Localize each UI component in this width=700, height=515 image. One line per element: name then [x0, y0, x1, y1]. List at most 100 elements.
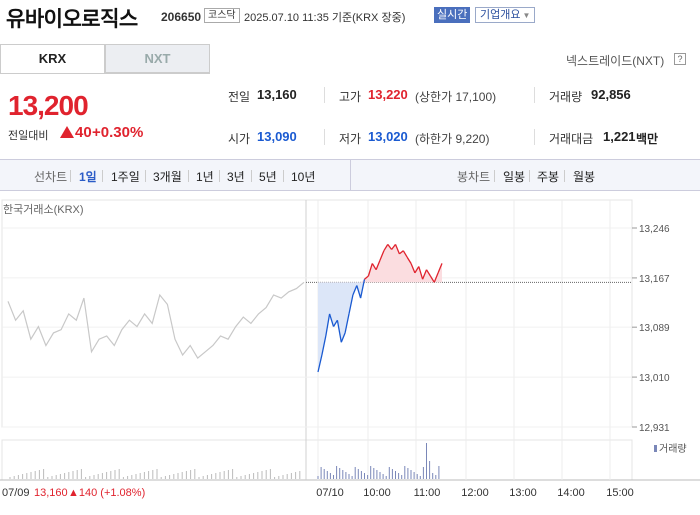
today-series-segment	[367, 263, 373, 277]
candle-monthly[interactable]: 월봉	[573, 170, 596, 184]
x-tick-label: 15:00	[606, 487, 634, 499]
stat-divider	[324, 129, 325, 145]
plot-frame	[1, 199, 633, 428]
x-tick-label: 13:00	[509, 487, 537, 499]
today-series-segment	[375, 259, 381, 270]
candle-weekly[interactable]: 주봉	[537, 170, 560, 184]
today-series-segment	[371, 263, 377, 271]
period-1w[interactable]: 1주일	[111, 170, 140, 184]
volume-label: 거래량	[659, 443, 687, 455]
tab-nxt[interactable]: NXT	[105, 44, 210, 73]
today-series-segment	[421, 269, 428, 280]
today-series-segment	[348, 294, 354, 315]
today-series-segment	[328, 313, 335, 327]
datetime: 2025.07.10 11:35 기준(KRX 장중)	[244, 12, 406, 24]
y-tick-label: 13,010	[639, 373, 670, 384]
today-series-segment	[394, 244, 401, 255]
today-series-segment	[383, 244, 389, 252]
today-series-segment	[406, 256, 412, 264]
today-series-segment	[391, 244, 397, 250]
upper-limit: (상한가 17,100)	[415, 90, 497, 104]
today-series-segment	[332, 319, 338, 327]
prev-day-price: 13,160	[34, 487, 68, 499]
period-10y[interactable]: 10년	[291, 170, 316, 184]
title-bar: 유바이오로직스 206650 코스닥 2025.07.10 11:35 기준(K…	[0, 0, 700, 34]
amount-unit: 백만	[636, 132, 659, 146]
today-series-segment	[336, 320, 342, 343]
today-series-segment	[340, 332, 346, 343]
line-chart-label: 선차트	[34, 170, 68, 184]
company-overview-label: 기업개요	[480, 9, 521, 21]
amount-value: 1,221	[603, 129, 636, 144]
today-series-segment	[402, 250, 408, 258]
today-series-segment	[425, 269, 431, 277]
exchange-tabs: KRX NXT	[0, 44, 210, 73]
prev-label: 전일	[228, 90, 251, 104]
x-tick-label: 10:00	[363, 487, 391, 499]
low-label: 저가	[339, 132, 362, 146]
separator	[188, 170, 189, 182]
lower-limit: (하한가 9,220)	[415, 132, 490, 146]
candle-chart-label: 봉차트	[457, 170, 491, 184]
today-series-segment	[325, 313, 331, 337]
today-series-segment	[344, 313, 350, 334]
y-tick-label: 12,931	[639, 423, 670, 434]
stat-divider	[534, 87, 535, 103]
nxt-trade-link[interactable]: 넥스트레이드(NXT)	[566, 54, 665, 68]
today-series-segment	[356, 285, 362, 299]
today-series-segment	[359, 279, 366, 299]
separator	[529, 170, 530, 182]
x-tick-label: 14:00	[557, 487, 585, 499]
volume-label: 거래량	[549, 90, 583, 104]
prev-day-date: 07/09	[2, 487, 30, 499]
x-tick-label: 12:00	[461, 487, 489, 499]
today-series-segment	[418, 266, 424, 280]
open-value: 13,090	[257, 129, 297, 144]
separator	[145, 170, 146, 182]
tab-krx[interactable]: KRX	[0, 44, 105, 73]
prev-day-series	[7, 281, 305, 360]
stock-code: 206650	[161, 10, 202, 24]
current-price: 13,200	[8, 90, 89, 121]
down-area	[318, 282, 442, 372]
separator	[283, 170, 284, 182]
low-value: 13,020	[368, 129, 408, 144]
open-label: 시가	[228, 132, 251, 146]
help-icon[interactable]: ?	[674, 53, 686, 65]
prev-day-change: ▲140 (+1.08%)	[68, 487, 145, 499]
separator	[350, 160, 351, 190]
prev-value: 13,160	[257, 87, 297, 102]
today-series-segment	[433, 272, 439, 283]
separator	[251, 170, 252, 182]
stat-divider	[534, 129, 535, 145]
period-1y[interactable]: 1년	[196, 170, 214, 184]
change-percent: +0.30%	[92, 124, 144, 141]
separator	[102, 170, 103, 182]
today-series-segment	[410, 263, 416, 274]
change-label: 전일대비	[8, 130, 49, 142]
change-value: 40	[75, 124, 92, 141]
today-series-segment	[364, 275, 369, 280]
today-series-segment	[317, 354, 323, 373]
period-5y[interactable]: 5년	[259, 170, 277, 184]
y-tick-label: 13,167	[639, 274, 670, 285]
candle-daily[interactable]: 일봉	[503, 170, 526, 184]
company-overview-button[interactable]: 기업개요 ▼	[475, 7, 536, 23]
x-tick-label: 07/10	[316, 487, 344, 499]
up-triangle-icon	[60, 126, 74, 138]
y-tick-label: 13,089	[639, 323, 670, 334]
separator	[564, 170, 565, 182]
period-3y[interactable]: 3년	[227, 170, 245, 184]
period-3m[interactable]: 3개월	[153, 170, 182, 184]
today-series-segment	[414, 266, 420, 274]
period-bar: 선차트 1일 1주일 3개월 1년 3년 5년 10년 봉차트 일봉 주봉 월봉	[0, 159, 700, 191]
y-tick-label: 13,246	[639, 224, 670, 235]
company-name: 유바이오로직스	[6, 8, 138, 31]
volume-value: 92,856	[591, 87, 631, 102]
today-series-segment	[352, 285, 358, 296]
up-area	[318, 244, 442, 283]
period-1d[interactable]: 1일	[79, 170, 97, 184]
volume-legend-swatch	[654, 445, 657, 452]
separator	[494, 170, 495, 182]
